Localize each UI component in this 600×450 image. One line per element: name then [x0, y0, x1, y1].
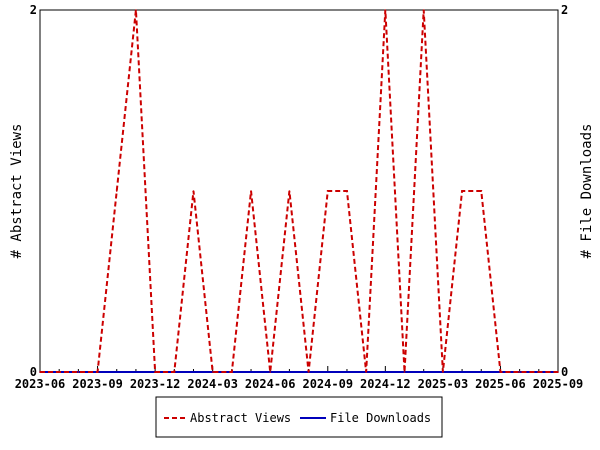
data-point: [192, 190, 195, 192]
data-point: [307, 371, 310, 373]
x-tick-label: 2023-06: [15, 377, 66, 391]
data-point: [480, 371, 483, 373]
data-point: [115, 371, 118, 373]
legend: Abstract Views File Downloads: [155, 396, 443, 438]
data-point: [538, 371, 540, 373]
data-point: [365, 371, 367, 373]
data-point: [39, 371, 41, 373]
data-point: [346, 371, 348, 373]
x-tick-label: 2024-06: [245, 377, 296, 391]
data-point: [288, 190, 291, 192]
data-point: [557, 371, 559, 373]
data-point: [135, 371, 137, 373]
data-point: [173, 371, 176, 373]
y2-tick-label: 2: [561, 3, 568, 17]
data-point: [346, 190, 348, 192]
x-tick-label: 2025-09: [533, 377, 584, 391]
data-point: [269, 371, 272, 373]
data-point: [192, 371, 195, 373]
x-tick-label: 2024-12: [360, 377, 411, 391]
data-point: [480, 190, 483, 192]
data-point: [518, 371, 521, 373]
data-point: [384, 371, 387, 373]
y-tick-label: 0: [30, 365, 37, 379]
y-tick-label: 2: [30, 3, 37, 17]
data-point: [96, 371, 99, 373]
x-tick-label: 2024-09: [302, 377, 353, 391]
data-point: [58, 371, 60, 373]
legend-label-abstract-views: Abstract Views: [190, 411, 291, 425]
data-point: [461, 190, 463, 192]
data-point: [250, 371, 252, 373]
data-point: [499, 371, 502, 373]
y2-tick-label: 0: [561, 365, 568, 379]
y2-axis-label: # File Downloads: [579, 124, 595, 259]
data-point: [384, 9, 387, 11]
y-axis-label: # Abstract Views: [9, 124, 25, 259]
data-point: [442, 371, 444, 373]
data-point: [77, 371, 80, 373]
x-tick-label: 2025-06: [475, 377, 526, 391]
data-point: [211, 371, 214, 373]
x-tick-label: 2023-09: [72, 377, 123, 391]
data-point: [135, 9, 137, 11]
x-tick-label: 2023-12: [130, 377, 181, 391]
data-point: [422, 9, 425, 11]
data-point: [422, 371, 425, 373]
data-point: [403, 371, 406, 373]
data-point: [288, 371, 291, 373]
x-tick-label: 2024-03: [187, 377, 238, 391]
x-tick-label: 2025-03: [418, 377, 469, 391]
data-point: [250, 190, 252, 192]
data-point: [326, 371, 329, 373]
data-point: [326, 190, 329, 192]
data-point: [461, 371, 463, 373]
legend-label-file-downloads: File Downloads: [330, 411, 431, 425]
data-point: [115, 190, 118, 192]
data-point: [154, 371, 156, 373]
series-line-abstract-views: [40, 9, 558, 373]
data-point: [231, 371, 233, 373]
